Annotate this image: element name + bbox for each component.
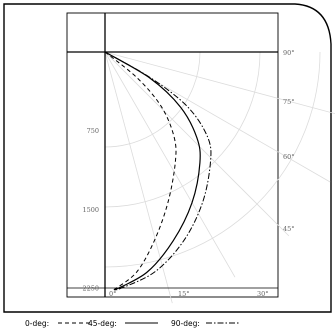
bottom-angle-label: 30°	[257, 290, 269, 298]
legend: 0-deg: 45-deg: 90-deg:	[25, 319, 239, 328]
guide-ray	[104, 51, 290, 237]
guide-ray	[104, 51, 335, 115]
right-angle-label: 75°	[283, 98, 295, 106]
right-angle-label: 45°	[283, 225, 295, 233]
plot-frame	[66, 12, 279, 298]
y-tick-label: 2250	[82, 285, 99, 293]
bottom-angle-label: 15°	[178, 290, 190, 298]
guide-ray	[104, 51, 173, 304]
legend-label: 45-deg:	[88, 319, 117, 328]
background-frame	[3, 3, 332, 313]
series-line-dashdot	[104, 51, 212, 291]
series-line-solid	[104, 51, 201, 291]
outer-frame	[3, 3, 332, 313]
bottom-angle-label: 0°	[109, 290, 116, 298]
guide-ray	[104, 51, 236, 278]
y-tick-label: 1500	[82, 206, 99, 214]
right-angle-labels: 90° 75° 60° 45°	[283, 49, 295, 233]
legend-label: 0-deg:	[25, 319, 49, 328]
y-tick-label: 750	[87, 127, 99, 135]
polar-guides	[104, 51, 335, 304]
axes	[67, 13, 278, 297]
bottom-angle-labels: 0° 15° 30°	[109, 290, 269, 298]
right-angle-label: 60°	[283, 153, 295, 161]
series-line-dashed	[104, 51, 177, 291]
series-curves	[104, 51, 212, 291]
y-tick-labels: 750 1500 2250	[82, 127, 99, 292]
legend-label: 90-deg:	[171, 319, 200, 328]
right-angle-label: 90°	[283, 49, 295, 57]
